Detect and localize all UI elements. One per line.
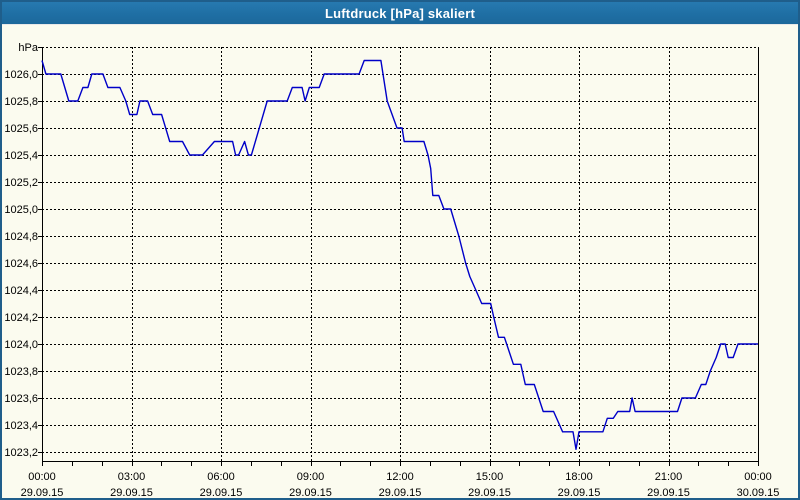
y-tick-label: 1025,4 <box>4 150 38 162</box>
y-tick-label: 1026,0 <box>4 69 38 81</box>
title-bar[interactable]: Luftdruck [hPa] skaliert <box>2 2 798 25</box>
gridlines <box>42 47 758 461</box>
y-tick-label: 1024,6 <box>4 258 38 270</box>
x-tick-time-label: 18:00 <box>565 471 593 483</box>
x-tick-time-label: 06:00 <box>207 471 235 483</box>
x-tick-time-label: 00:00 <box>28 471 56 483</box>
pressure-line <box>41 59 758 450</box>
axes <box>38 47 759 466</box>
x-tick-date-label: 29.09.15 <box>647 487 690 499</box>
x-tick-time-label: 09:00 <box>297 471 325 483</box>
y-tick-label: 1023,6 <box>4 393 38 405</box>
y-axis-unit-label: hPa <box>18 42 38 54</box>
x-tick-time-label: 03:00 <box>118 471 146 483</box>
x-tick-time-label: 12:00 <box>386 471 414 483</box>
y-tick-label: 1024,4 <box>4 285 38 297</box>
y-tick-label: 1023,2 <box>4 447 38 459</box>
x-tick-time-label: 00:00 <box>744 471 772 483</box>
x-tick-date-label: 29.09.15 <box>379 487 422 499</box>
y-tick-label: 1025,0 <box>4 204 38 216</box>
x-tick-date-label: 30.09.15 <box>737 487 780 499</box>
y-tick-label: 1023,4 <box>4 420 38 432</box>
chart-area[interactable]: hPa 1026,0 1025,8 1025,6 1025,4 1025,2 1025,0 1… <box>2 25 798 499</box>
x-tick-date-label: 29.09.15 <box>289 487 332 499</box>
y-tick-label: 1025,8 <box>4 96 38 108</box>
chart-container: hPa 1026,0 1025,8 1025,6 1025,4 1025,2 1025,0 1… <box>2 25 798 499</box>
y-tick-label: 1025,2 <box>4 177 38 189</box>
y-tick-label: 1023,8 <box>4 366 38 378</box>
y-tick-label: 1025,6 <box>4 123 38 135</box>
y-tick-label: 1024,0 <box>4 339 38 351</box>
x-tick-date-label: 29.09.15 <box>468 487 511 499</box>
y-tick-label: 1024,2 <box>4 312 38 324</box>
y-tick-label: 1024,8 <box>4 231 38 243</box>
x-tick-time-label: 15:00 <box>476 471 504 483</box>
x-tick-time-label: 21:00 <box>655 471 683 483</box>
axis-labels: hPa 1026,0 1025,8 1025,6 1025,4 1025,2 1025,0 1… <box>4 42 779 499</box>
x-tick-date-label: 29.09.15 <box>200 487 243 499</box>
x-tick-date-label: 29.09.15 <box>110 487 153 499</box>
window-title: Luftdruck [hPa] skaliert <box>325 5 475 21</box>
x-tick-date-label: 29.09.15 <box>21 487 64 499</box>
x-tick-date-label: 29.09.15 <box>558 487 601 499</box>
